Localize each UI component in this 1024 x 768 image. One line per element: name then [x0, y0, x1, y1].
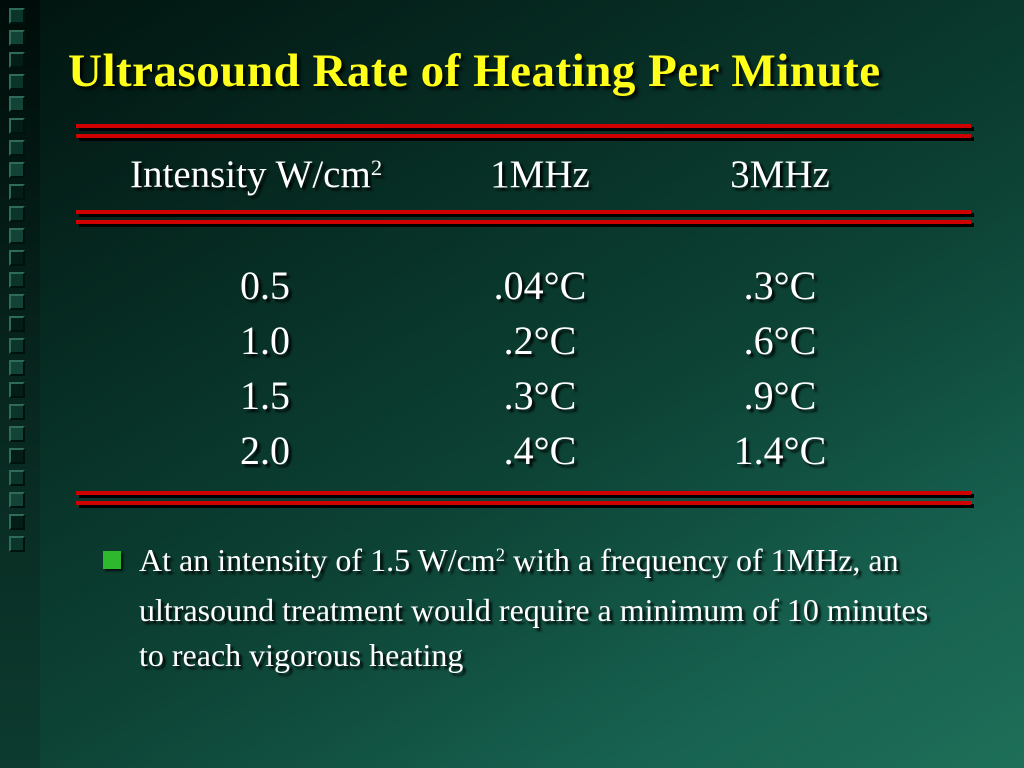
table-body: 0.5 .04°C .3°C 1.0 .2°C .6°C 1.5 .3°C .9… [0, 258, 1024, 478]
decorative-square [9, 250, 25, 266]
header-intensity-label: Intensity W/cm [130, 153, 371, 196]
decorative-square [9, 118, 25, 134]
table-row: 2.0 .4°C 1.4°C [100, 423, 1024, 478]
divider-bottom [76, 491, 971, 505]
decorative-square [9, 272, 25, 288]
bullet-point: At an intensity of 1.5 W/cm2 with a freq… [103, 538, 953, 678]
red-line [76, 220, 971, 224]
header-intensity: Intensity W/cm2 [100, 152, 430, 197]
decorative-square [9, 448, 25, 464]
decorative-square [9, 316, 25, 332]
decorative-square [9, 536, 25, 552]
decorative-square [9, 228, 25, 244]
divider-header [76, 210, 971, 224]
decorative-square [9, 30, 25, 46]
table-row: 1.5 .3°C .9°C [100, 368, 1024, 423]
decorative-square [9, 492, 25, 508]
decorative-square [9, 470, 25, 486]
bullet-superscript: 2 [495, 544, 505, 566]
header-3mhz: 3MHz [730, 153, 830, 196]
red-line [76, 501, 971, 505]
slide-title: Ultrasound Rate of Heating Per Minute [68, 45, 881, 97]
cell-1mhz: .2°C [503, 318, 577, 363]
bullet-text: At an intensity of 1.5 W/cm2 with a freq… [139, 538, 939, 678]
red-line [76, 210, 971, 214]
table-row: 1.0 .2°C .6°C [100, 313, 1024, 368]
bullet-text-part1: At an intensity of 1.5 W/cm [139, 542, 496, 578]
decorative-square [9, 514, 25, 530]
cell-intensity: 0.5 [240, 263, 290, 308]
left-decorative-strip [0, 0, 40, 768]
red-line [76, 124, 971, 128]
decorative-square [9, 294, 25, 310]
cell-3mhz: .3°C [743, 263, 817, 308]
decorative-square [9, 338, 25, 354]
cell-3mhz: .6°C [743, 318, 817, 363]
decorative-square [9, 426, 25, 442]
bullet-square-icon [103, 551, 121, 569]
decorative-square [9, 382, 25, 398]
bullet-text-part2: with a frequency of 1MHz, an ultrasound … [139, 542, 929, 673]
decorative-square [9, 360, 25, 376]
decorative-square [9, 52, 25, 68]
decorative-square [9, 404, 25, 420]
decorative-square [9, 8, 25, 24]
table-row: 0.5 .04°C .3°C [100, 258, 1024, 313]
header-intensity-superscript: 2 [370, 154, 383, 180]
square-strip [9, 8, 25, 558]
red-line [76, 491, 971, 495]
cell-1mhz: .04°C [493, 263, 587, 308]
decorative-square [9, 206, 25, 222]
header-1mhz: 1MHz [490, 153, 590, 196]
red-line [76, 134, 971, 138]
decorative-square [9, 74, 25, 90]
cell-3mhz: .9°C [743, 373, 817, 418]
cell-intensity: 1.5 [240, 373, 290, 418]
cell-3mhz: 1.4°C [733, 428, 827, 473]
cell-intensity: 2.0 [240, 428, 290, 473]
decorative-square [9, 162, 25, 178]
cell-1mhz: .3°C [503, 373, 577, 418]
cell-intensity: 1.0 [240, 318, 290, 363]
decorative-square [9, 140, 25, 156]
decorative-square [9, 184, 25, 200]
table-header-row: Intensity W/cm2 1MHz 3MHz [100, 152, 910, 197]
decorative-square [9, 96, 25, 112]
cell-1mhz: .4°C [503, 428, 577, 473]
divider-top [76, 124, 971, 138]
